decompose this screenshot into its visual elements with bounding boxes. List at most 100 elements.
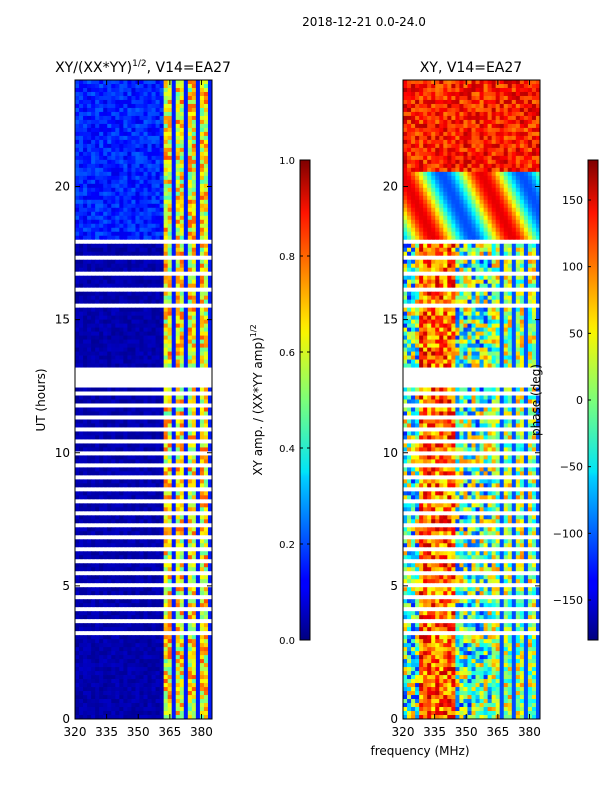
heat1-cell (167, 371, 173, 376)
heat1-cell (183, 387, 189, 392)
heat1-cell (199, 403, 205, 408)
heat1-cell (175, 375, 181, 380)
heat1-cell (111, 631, 116, 636)
heat1-cell (115, 247, 120, 253)
heat1-cell (111, 659, 116, 664)
heat1-cell (119, 419, 124, 424)
heat1-cell (103, 499, 108, 504)
heat1-cell (171, 579, 177, 584)
heat1-cell (183, 319, 189, 325)
heat1-cell (111, 475, 116, 480)
heat1-cell (99, 187, 104, 193)
heat1-cell (207, 419, 212, 424)
heat1-cell (139, 391, 144, 396)
heat1-cell (91, 243, 96, 249)
heat1-cell (95, 623, 100, 628)
heat1-cell (115, 363, 120, 368)
heat1-cell (115, 547, 120, 552)
heat1-cell (131, 559, 136, 564)
heat1-cell (127, 375, 132, 380)
heat1-cell (171, 179, 177, 185)
heat1-cell (143, 395, 149, 400)
heat1-cell (199, 383, 205, 388)
heat1-cell (171, 163, 177, 169)
heat1-cell (131, 355, 136, 360)
heat1-cell (119, 655, 124, 660)
heat1-cell (79, 335, 84, 340)
heat1-cell (119, 235, 124, 241)
heat1-cell (163, 227, 169, 233)
heat1-cell (103, 303, 108, 309)
heat1-cell (187, 103, 193, 109)
heat1-cell (99, 527, 104, 532)
heat1-cell (119, 103, 124, 109)
heat1-cell (155, 179, 161, 185)
heat1-cell (207, 383, 212, 388)
heat1-cell (155, 535, 161, 540)
heat1-cell (95, 115, 100, 121)
heat1-cell (91, 103, 96, 109)
heat1-cell (207, 611, 212, 616)
heat1-cell (99, 451, 104, 456)
heat1-cell (167, 467, 173, 472)
heat1-cell (187, 411, 193, 416)
heat1-cell (191, 151, 197, 157)
heat1-cell (163, 91, 169, 97)
heat1-cell (131, 291, 136, 297)
heat1-cell (119, 80, 124, 85)
heat1-cell (111, 111, 116, 117)
heat1-cell (119, 223, 124, 229)
heat1-cell (191, 207, 197, 213)
heat1-cell (187, 475, 193, 480)
heat1-cell (87, 383, 92, 388)
heat1-cell (83, 487, 88, 492)
heat1-cell (103, 423, 108, 428)
heat1-cell (175, 563, 181, 568)
heat1-cell (99, 423, 104, 428)
heat1-cell (163, 247, 169, 253)
heat1-cell (119, 567, 124, 572)
heat1-cell (95, 235, 100, 241)
heat1-cell (195, 255, 201, 261)
heat1-cell (147, 263, 153, 269)
heat1-cell (107, 127, 112, 133)
heat1-cell (151, 163, 157, 169)
heat1-cell (207, 243, 212, 249)
heat1-cell (207, 507, 212, 512)
heat1-cell (79, 435, 84, 440)
heat1-cell (151, 659, 157, 664)
heat1-cell (139, 627, 144, 632)
heat1-cell (203, 151, 209, 157)
heat1-cell (131, 507, 136, 512)
heat1-cell (199, 175, 205, 181)
heat1-cell (123, 267, 128, 273)
heat1-cell (99, 447, 104, 452)
heat1-cell (103, 139, 108, 145)
heat1-cell (175, 475, 181, 480)
heat1-cell (143, 331, 149, 336)
heat1-cell (131, 555, 136, 560)
heat1-cell (187, 487, 193, 492)
heat1-cell (187, 523, 193, 528)
heat1-cell (183, 635, 189, 640)
heat1-cell (95, 599, 100, 604)
heat1-cell (75, 603, 80, 608)
heat1-cell (203, 275, 209, 281)
heat1-cell (83, 331, 88, 336)
heat1-cell (119, 227, 124, 233)
heat1-cell (147, 119, 153, 125)
heat1-cell (123, 131, 128, 137)
heat1-cell (179, 119, 185, 125)
heat1-cell (159, 275, 165, 281)
heat1-cell (103, 155, 108, 161)
heat1-cell (119, 251, 124, 257)
heat1-cell (199, 431, 205, 436)
heat1-cell (87, 243, 92, 249)
heat1-cell (103, 343, 108, 348)
heat1-cell (163, 635, 169, 640)
heat1-cell (111, 287, 116, 293)
heat1-cell (111, 151, 116, 157)
heat1-cell (151, 155, 157, 161)
heat1-cell (155, 131, 161, 137)
heat1-cell (191, 119, 197, 125)
